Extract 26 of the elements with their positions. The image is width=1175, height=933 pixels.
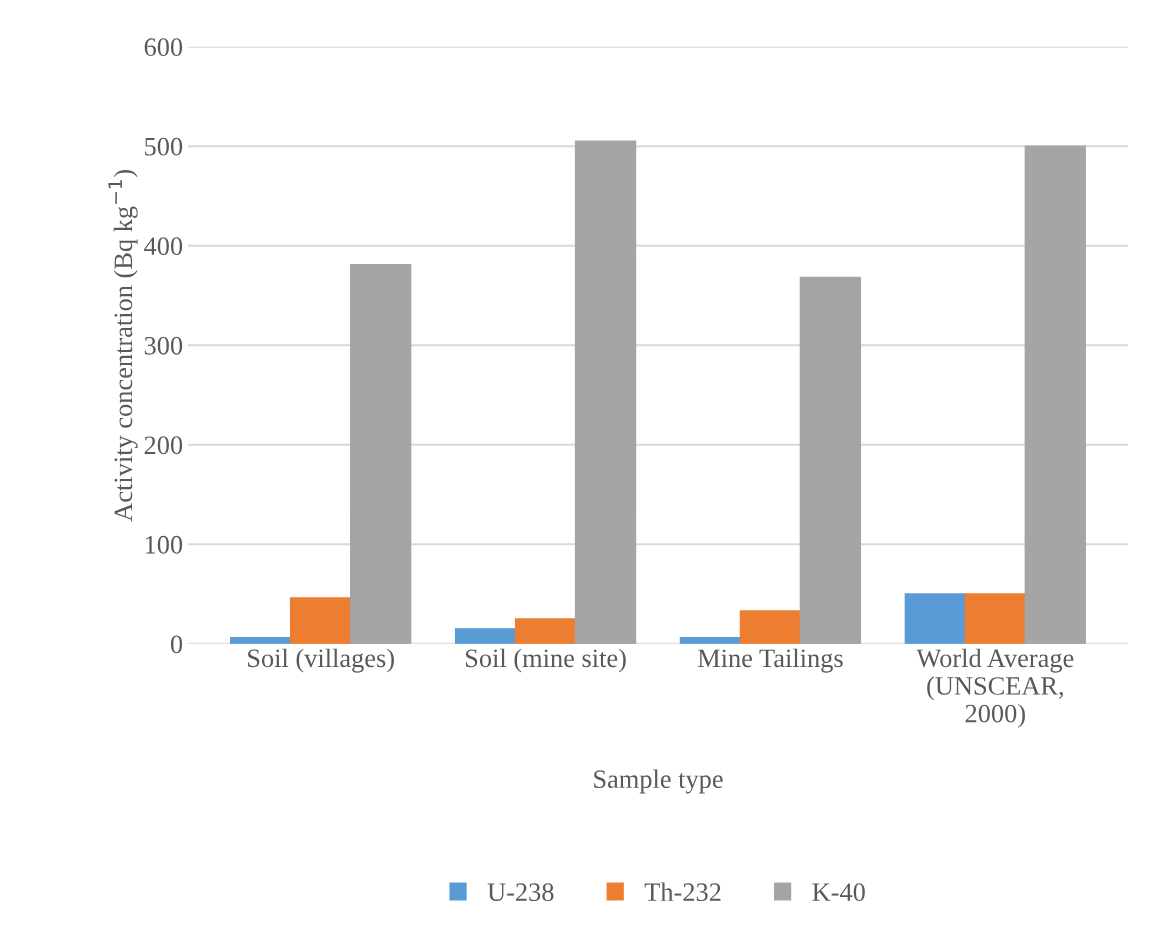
y-tick-label: 500 <box>145 137 183 156</box>
x-tick-label: Soil (villages) <box>248 648 394 673</box>
bar <box>1024 145 1086 644</box>
legend-label: Th-232 <box>644 882 721 902</box>
bar <box>290 597 352 644</box>
legend-label: K-40 <box>812 883 865 902</box>
y-axis-title: Activity concentration (Bq kg$^{−1}$) <box>108 170 138 522</box>
bar <box>514 618 577 644</box>
bar <box>964 593 1026 644</box>
x-tick-label: World Average (UNSCEAR, 2000) <box>916 648 1074 728</box>
bar <box>739 610 802 644</box>
bar <box>799 276 862 644</box>
y-tick-label: 100 <box>145 535 183 554</box>
y-tick-label: 0 <box>170 635 183 654</box>
x-axis-title: Sample type <box>594 769 723 794</box>
x-tick-label: Soil (mine site) <box>465 648 626 673</box>
legend-label: U-238 <box>487 883 554 902</box>
bar <box>574 140 637 644</box>
bar <box>349 263 412 644</box>
bar <box>454 628 517 644</box>
y-tick-label: 600 <box>144 38 183 57</box>
bar <box>904 593 967 644</box>
x-tick-label: Mine Tailings <box>697 648 843 673</box>
y-tick-label: 200 <box>144 436 183 455</box>
y-tick-label: 300 <box>144 336 183 355</box>
y-tick-label: 400 <box>144 237 183 256</box>
